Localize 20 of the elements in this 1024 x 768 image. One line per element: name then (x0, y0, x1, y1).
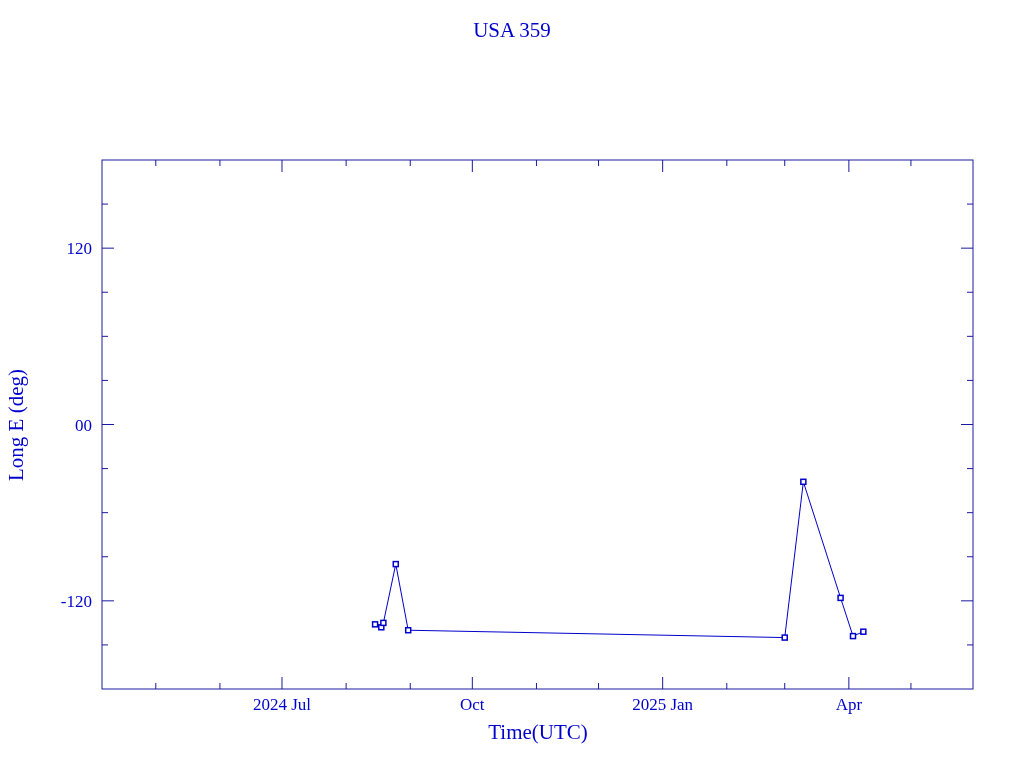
point (392, 560, 400, 568)
point (404, 626, 412, 634)
point (380, 619, 387, 627)
point (860, 628, 867, 635)
x-tick-label: 2024 Jul (252, 695, 312, 714)
x-tick-label: Apr (835, 695, 863, 714)
point (378, 624, 385, 631)
y-axis-title: Long E (deg) (4, 369, 28, 481)
x-axis-title: Time(UTC) (488, 720, 588, 744)
x-tick-label: Oct (460, 695, 485, 714)
point (781, 634, 788, 641)
point (800, 478, 807, 486)
x-tick-label: 2025 Jan (632, 695, 694, 714)
point (837, 594, 844, 602)
point (371, 621, 379, 628)
chart-title: USA 359 (473, 18, 551, 42)
point (849, 632, 857, 640)
y-tick-label: 120 (66, 239, 92, 259)
y-tick-label: -120 (60, 591, 92, 611)
y-tick-label: 00 (75, 415, 92, 435)
